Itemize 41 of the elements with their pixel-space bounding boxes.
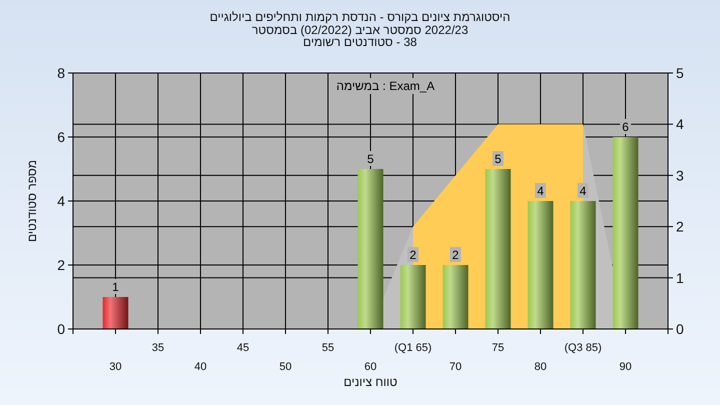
data-label: 4 xyxy=(537,184,544,198)
data-label: 5 xyxy=(494,152,502,166)
y2-tick-label: 2 xyxy=(676,218,684,235)
bar xyxy=(485,169,511,329)
chart-title: היסטוגרמת ציונים בקורס - הנדסת רקמות ותחליפים ביולוגיים xyxy=(210,10,510,24)
data-label: 1 xyxy=(112,280,120,294)
y-tick-label: 6 xyxy=(57,129,66,145)
data-label: 6 xyxy=(622,120,630,134)
bar xyxy=(442,265,468,329)
x-tick-label: 35 xyxy=(152,342,164,354)
x-axis-title: טווח ציונים xyxy=(344,375,398,389)
y-tick-label: 4 xyxy=(57,193,66,209)
bar xyxy=(528,201,554,329)
x-tick-label: 90 xyxy=(619,361,632,373)
x-tick-label: 75 xyxy=(492,342,504,354)
data-label: 2 xyxy=(410,248,417,262)
data-label: 2 xyxy=(452,248,460,262)
y2-tick-label: 3 xyxy=(676,167,684,184)
annotation: במשימה : Exam_A xyxy=(336,79,435,93)
bar xyxy=(102,297,128,329)
x-tick-label: 50 xyxy=(279,361,292,373)
y-tick-label: 0 xyxy=(57,321,66,337)
y2-tick-label: 4 xyxy=(676,116,684,132)
x-tick-label: (Q3 85) xyxy=(564,342,602,354)
x-tick-label: (Q1 65) xyxy=(394,342,432,354)
y2-tick-label: 5 xyxy=(676,65,684,81)
x-tick-label: 55 xyxy=(322,342,334,354)
y-tick-label: 8 xyxy=(57,65,66,81)
x-tick-label: 45 xyxy=(236,342,250,354)
x-tick-label: 60 xyxy=(364,361,377,373)
data-label: 5 xyxy=(367,152,374,166)
x-tick-label: 70 xyxy=(449,361,462,373)
x-tick-label: 30 xyxy=(109,361,122,373)
x-tick-label: 40 xyxy=(194,361,207,373)
y2-tick-label: 0 xyxy=(676,321,684,337)
x-tick-label: 80 xyxy=(534,361,547,373)
y2-tick-label: 1 xyxy=(676,270,684,286)
y-tick-label: 2 xyxy=(57,257,66,273)
chart-subtitle: 2022/23 סמסטר אביב (02/2022) בסמסטר 38 - סטודנטים רשומים xyxy=(252,23,468,49)
data-label: 4 xyxy=(580,184,587,198)
y-axis-title: מספר סטודנטים xyxy=(25,160,39,242)
